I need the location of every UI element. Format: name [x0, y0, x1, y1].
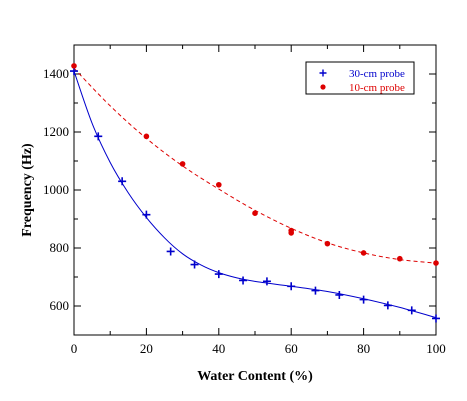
axis-ticks: 0 20 40 60 80 100 600 800 1000 1200 1400 [43, 44, 446, 356]
legend-label: 30-cm probe [349, 68, 405, 80]
probe-10cm-point [216, 181, 222, 188]
x-tick-label: 80 [357, 341, 370, 356]
y-axis-title: Frequency (Hz) [20, 143, 35, 237]
legend-items: 30-cm probe 10-cm probe [319, 68, 405, 94]
probe-10cm-point [71, 63, 77, 69]
probe-30cm-point [262, 277, 271, 286]
probe-10cm-fit-curve [73, 67, 437, 264]
legend: 30-cm probe 10-cm probe [305, 61, 415, 95]
y-tick-label: 1200 [43, 124, 69, 139]
probe-30cm-point [214, 270, 223, 279]
x-tick-label: 60 [285, 341, 298, 356]
probe-30cm-point [407, 306, 416, 315]
y-tick-label: 1000 [43, 182, 69, 197]
fit-curves [73, 67, 437, 319]
probe-10cm-point [433, 260, 439, 266]
x-tick-label: 0 [71, 341, 78, 356]
legend-label: 10-cm probe [349, 82, 405, 94]
probe-10cm-point [397, 255, 403, 262]
probe-30cm-fit-curve [73, 70, 437, 319]
probe-10cm-point [179, 161, 186, 167]
probe-10cm-point [324, 240, 331, 247]
y-tick-label: 600 [50, 298, 70, 313]
probe-30cm-point [94, 132, 103, 141]
probe-30cm-point [311, 286, 320, 295]
probe-30cm-point [118, 177, 127, 186]
probe-10cm-point [143, 133, 150, 140]
probe-30cm-point [287, 282, 296, 291]
probe-30cm-point [335, 290, 344, 299]
y-tick-label: 800 [50, 240, 70, 255]
probe-30cm-point [359, 295, 368, 304]
probe-30cm-point [190, 260, 199, 269]
x-axis-title: Water Content (%) [197, 369, 313, 384]
probe-30cm-point [432, 314, 440, 323]
probe-10cm-point [252, 210, 258, 216]
probe-10cm-point [360, 250, 367, 256]
y-tick-label: 1400 [43, 66, 69, 81]
x-tick-label: 40 [212, 341, 225, 356]
data-markers [70, 63, 440, 323]
probe-30cm-point [166, 247, 175, 256]
legend-circle-marker [320, 84, 326, 90]
probe-10cm-point [288, 230, 295, 236]
probe-30cm-point [383, 301, 392, 310]
x-tick-label: 100 [426, 341, 446, 356]
probe-30cm-point [142, 210, 151, 219]
legend-plus-marker [319, 69, 327, 77]
probe-30cm-point [239, 276, 248, 285]
x-tick-label: 20 [140, 341, 153, 356]
